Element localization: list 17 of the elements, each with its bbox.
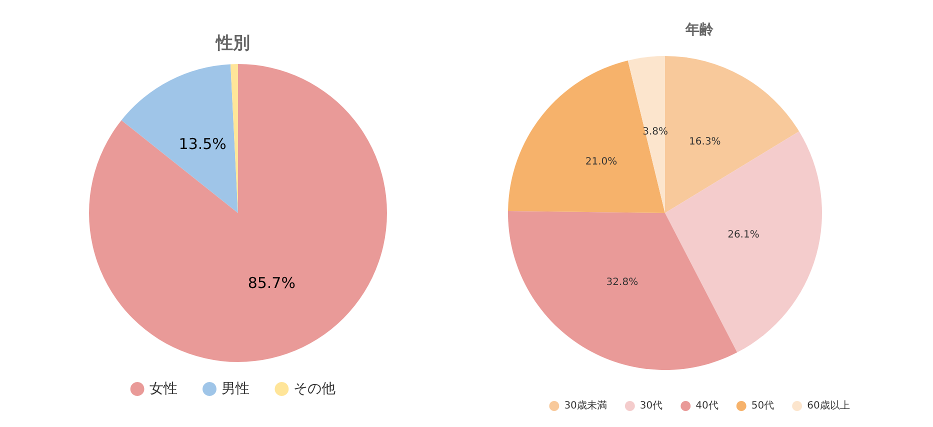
data-label: 16.3% (689, 136, 721, 148)
data-label: 3.8% (642, 126, 668, 138)
data-label: 21.0% (585, 156, 618, 168)
legend-label: その他 (294, 381, 336, 397)
legend-label: 30歳未満 (564, 400, 607, 412)
legend-label: 女性 (149, 381, 178, 397)
legend-label: 40代 (696, 400, 718, 412)
data-label: 32.8% (606, 276, 638, 288)
legend-label: 60歳以上 (807, 400, 850, 412)
legend-label: 30代 (640, 400, 663, 412)
legend-label: 男性 (222, 381, 250, 397)
chart-title: 性別 (215, 34, 250, 54)
data-label: 85.7% (248, 274, 296, 292)
legend-label: 50代 (751, 400, 774, 412)
data-label: 26.1% (728, 230, 760, 240)
chart-title: 年齢 (684, 22, 714, 38)
data-label: 13.5% (178, 135, 226, 154)
